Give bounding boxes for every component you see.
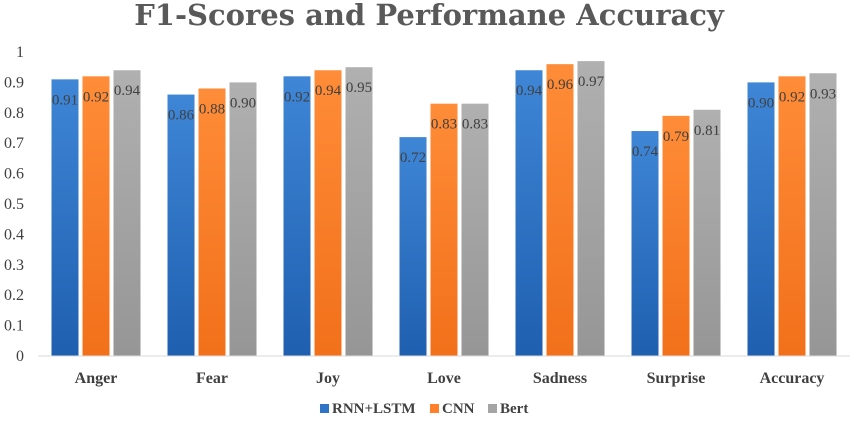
y-axis: 0 0.1 0.2 0.3 0.4 0.5 0.6 0.7 0.8 0.9 1 — [4, 44, 24, 365]
y-tick-label: 0.4 — [4, 226, 24, 243]
data-label: 0.97 — [578, 74, 605, 90]
bar — [778, 76, 806, 356]
data-label: 0.81 — [694, 123, 720, 139]
category-label: Accuracy — [760, 370, 825, 387]
data-label: 0.94 — [114, 83, 141, 99]
bar — [461, 103, 489, 357]
bar — [662, 115, 690, 356]
bar — [515, 70, 543, 357]
bar — [82, 76, 110, 356]
data-label: 0.92 — [779, 89, 805, 105]
bar — [631, 131, 659, 356]
category-label: Fear — [196, 370, 228, 387]
x-axis: Anger Fear Joy Love Sadness Surprise Accuracy — [75, 370, 825, 387]
data-labels: 0.91 0.92 0.940.86 0.88 0.90 0.92 0.94 0.950.72… — [52, 74, 836, 166]
data-label: 0.83 — [431, 117, 457, 133]
data-label: 0.74 — [632, 144, 659, 160]
bar — [747, 82, 775, 357]
bar — [577, 61, 605, 357]
bar — [430, 103, 458, 357]
y-tick-label: 0.3 — [4, 257, 24, 274]
y-tick-label: 0 — [16, 348, 24, 365]
data-label: 0.86 — [168, 108, 195, 124]
data-label: 0.91 — [52, 92, 78, 108]
legend-item: CNN — [430, 401, 475, 417]
bar — [113, 70, 141, 357]
bar — [51, 79, 79, 357]
legend-item: Bert — [488, 401, 528, 417]
data-label: 0.90 — [230, 95, 256, 111]
bars — [51, 61, 837, 357]
legend-swatch — [320, 404, 329, 413]
legend-swatch — [430, 404, 439, 413]
legend-item: RNN+LSTM — [320, 401, 416, 417]
legend: RNN+LSTM CNN Bert — [320, 401, 528, 417]
bar — [546, 64, 574, 356]
data-label: 0.88 — [199, 101, 225, 117]
legend-label: Bert — [500, 401, 528, 417]
data-label: 0.94 — [516, 83, 543, 99]
data-label: 0.95 — [346, 80, 372, 96]
legend-label: CNN — [442, 401, 475, 417]
y-tick-label: 0.8 — [4, 105, 24, 122]
bar — [345, 67, 373, 356]
y-tick-label: 0.2 — [4, 287, 24, 304]
data-label: 0.94 — [315, 83, 342, 99]
data-label: 0.92 — [83, 89, 109, 105]
data-label: 0.93 — [810, 86, 836, 102]
y-tick-label: 1 — [16, 44, 24, 61]
legend-label: RNN+LSTM — [332, 401, 416, 417]
data-label: 0.72 — [400, 150, 426, 166]
data-label: 0.96 — [547, 77, 574, 93]
y-tick-label: 0.1 — [4, 318, 24, 335]
data-label: 0.90 — [748, 95, 774, 111]
bar — [198, 88, 226, 356]
bar — [314, 70, 342, 357]
y-tick-label: 0.7 — [4, 135, 24, 152]
bar — [283, 76, 311, 356]
category-label: Love — [427, 370, 461, 387]
bar — [229, 82, 257, 357]
category-label: Sadness — [533, 370, 587, 387]
category-label: Surprise — [647, 370, 706, 387]
category-label: Joy — [316, 370, 340, 387]
category-label: Anger — [75, 370, 118, 387]
legend-swatch — [488, 404, 497, 413]
bar — [809, 73, 837, 356]
data-label: 0.92 — [284, 89, 310, 105]
data-label: 0.79 — [663, 129, 689, 145]
bar — [399, 137, 427, 356]
bar — [167, 94, 195, 356]
bar — [693, 109, 721, 356]
y-tick-label: 0.9 — [4, 74, 24, 91]
chart-title: F1-Scores and Performane Accuracy — [134, 0, 725, 32]
y-tick-label: 0.5 — [4, 196, 24, 213]
data-label: 0.83 — [462, 117, 488, 133]
y-tick-label: 0.6 — [4, 166, 24, 183]
